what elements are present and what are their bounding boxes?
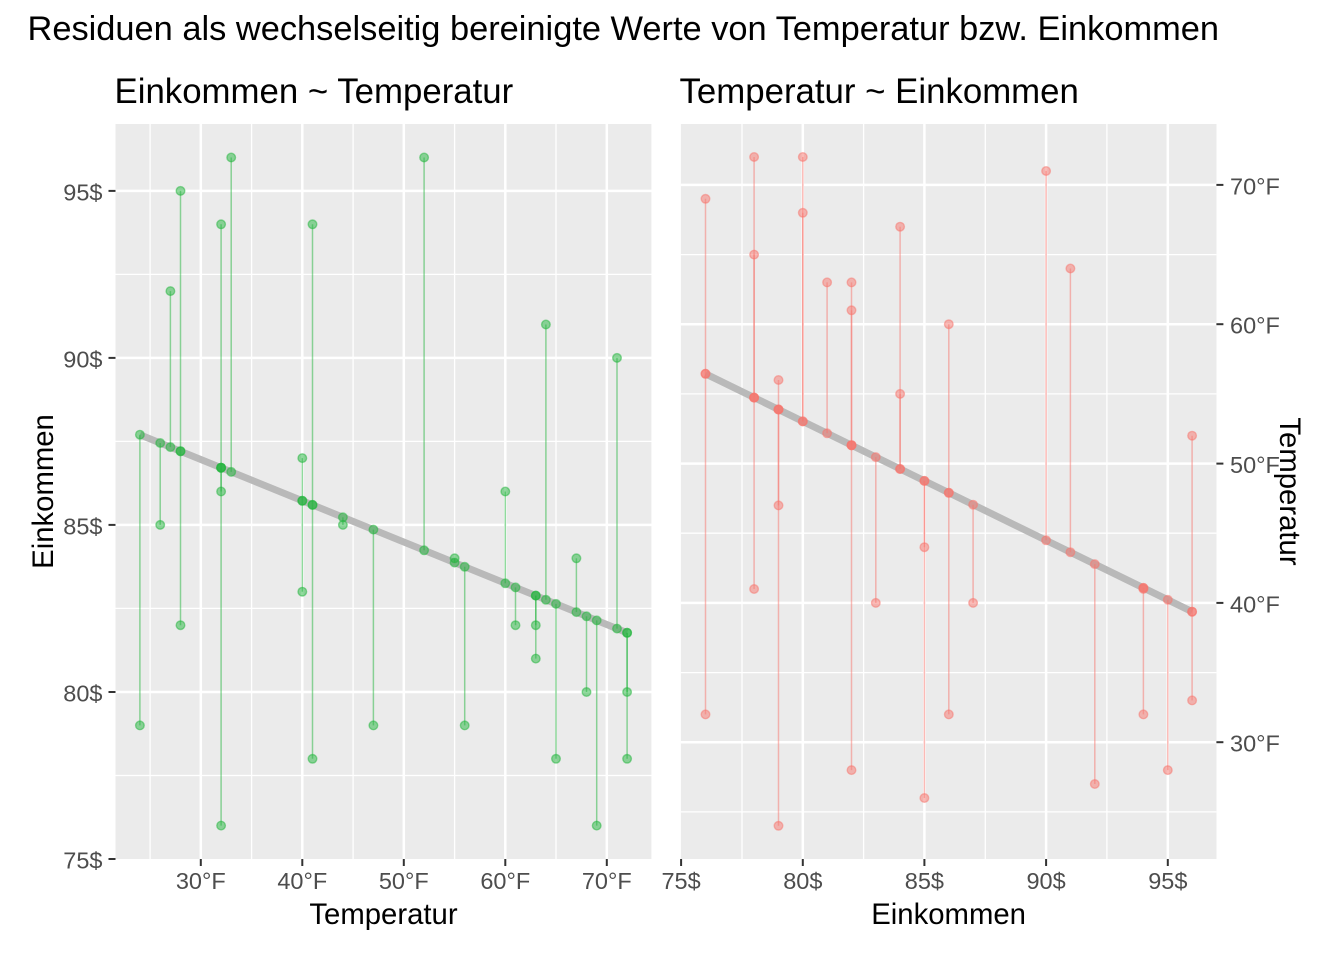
svg-text:90$: 90$ [63,346,102,372]
svg-text:50°F: 50°F [1230,452,1280,478]
svg-text:75$: 75$ [63,847,102,873]
svg-text:40°F: 40°F [277,868,327,894]
svg-text:95$: 95$ [1148,868,1187,894]
svg-text:60°F: 60°F [1230,313,1280,339]
svg-text:90$: 90$ [1026,868,1065,894]
svg-text:Residuen als wechselseitig ber: Residuen als wechselseitig bereinigte We… [28,10,1220,48]
svg-text:Temperatur: Temperatur [309,898,457,931]
svg-text:Einkommen ~ Temperatur: Einkommen ~ Temperatur [115,72,514,111]
svg-text:80$: 80$ [63,680,102,706]
svg-text:70°F: 70°F [582,868,632,894]
svg-text:Temperatur ~ Einkommen: Temperatur ~ Einkommen [680,72,1079,111]
svg-text:Einkommen: Einkommen [27,414,60,569]
svg-text:40°F: 40°F [1230,591,1280,617]
svg-text:95$: 95$ [63,179,102,205]
svg-text:85$: 85$ [905,868,944,894]
svg-text:30°F: 30°F [1230,731,1280,757]
svg-text:60°F: 60°F [480,868,530,894]
svg-text:75$: 75$ [661,868,700,894]
svg-text:Temperatur: Temperatur [1273,417,1306,565]
svg-text:Einkommen: Einkommen [871,898,1026,931]
svg-text:50°F: 50°F [379,868,429,894]
svg-text:85$: 85$ [63,513,102,539]
svg-text:30°F: 30°F [176,868,226,894]
svg-text:70°F: 70°F [1230,173,1280,199]
svg-text:80$: 80$ [783,868,822,894]
